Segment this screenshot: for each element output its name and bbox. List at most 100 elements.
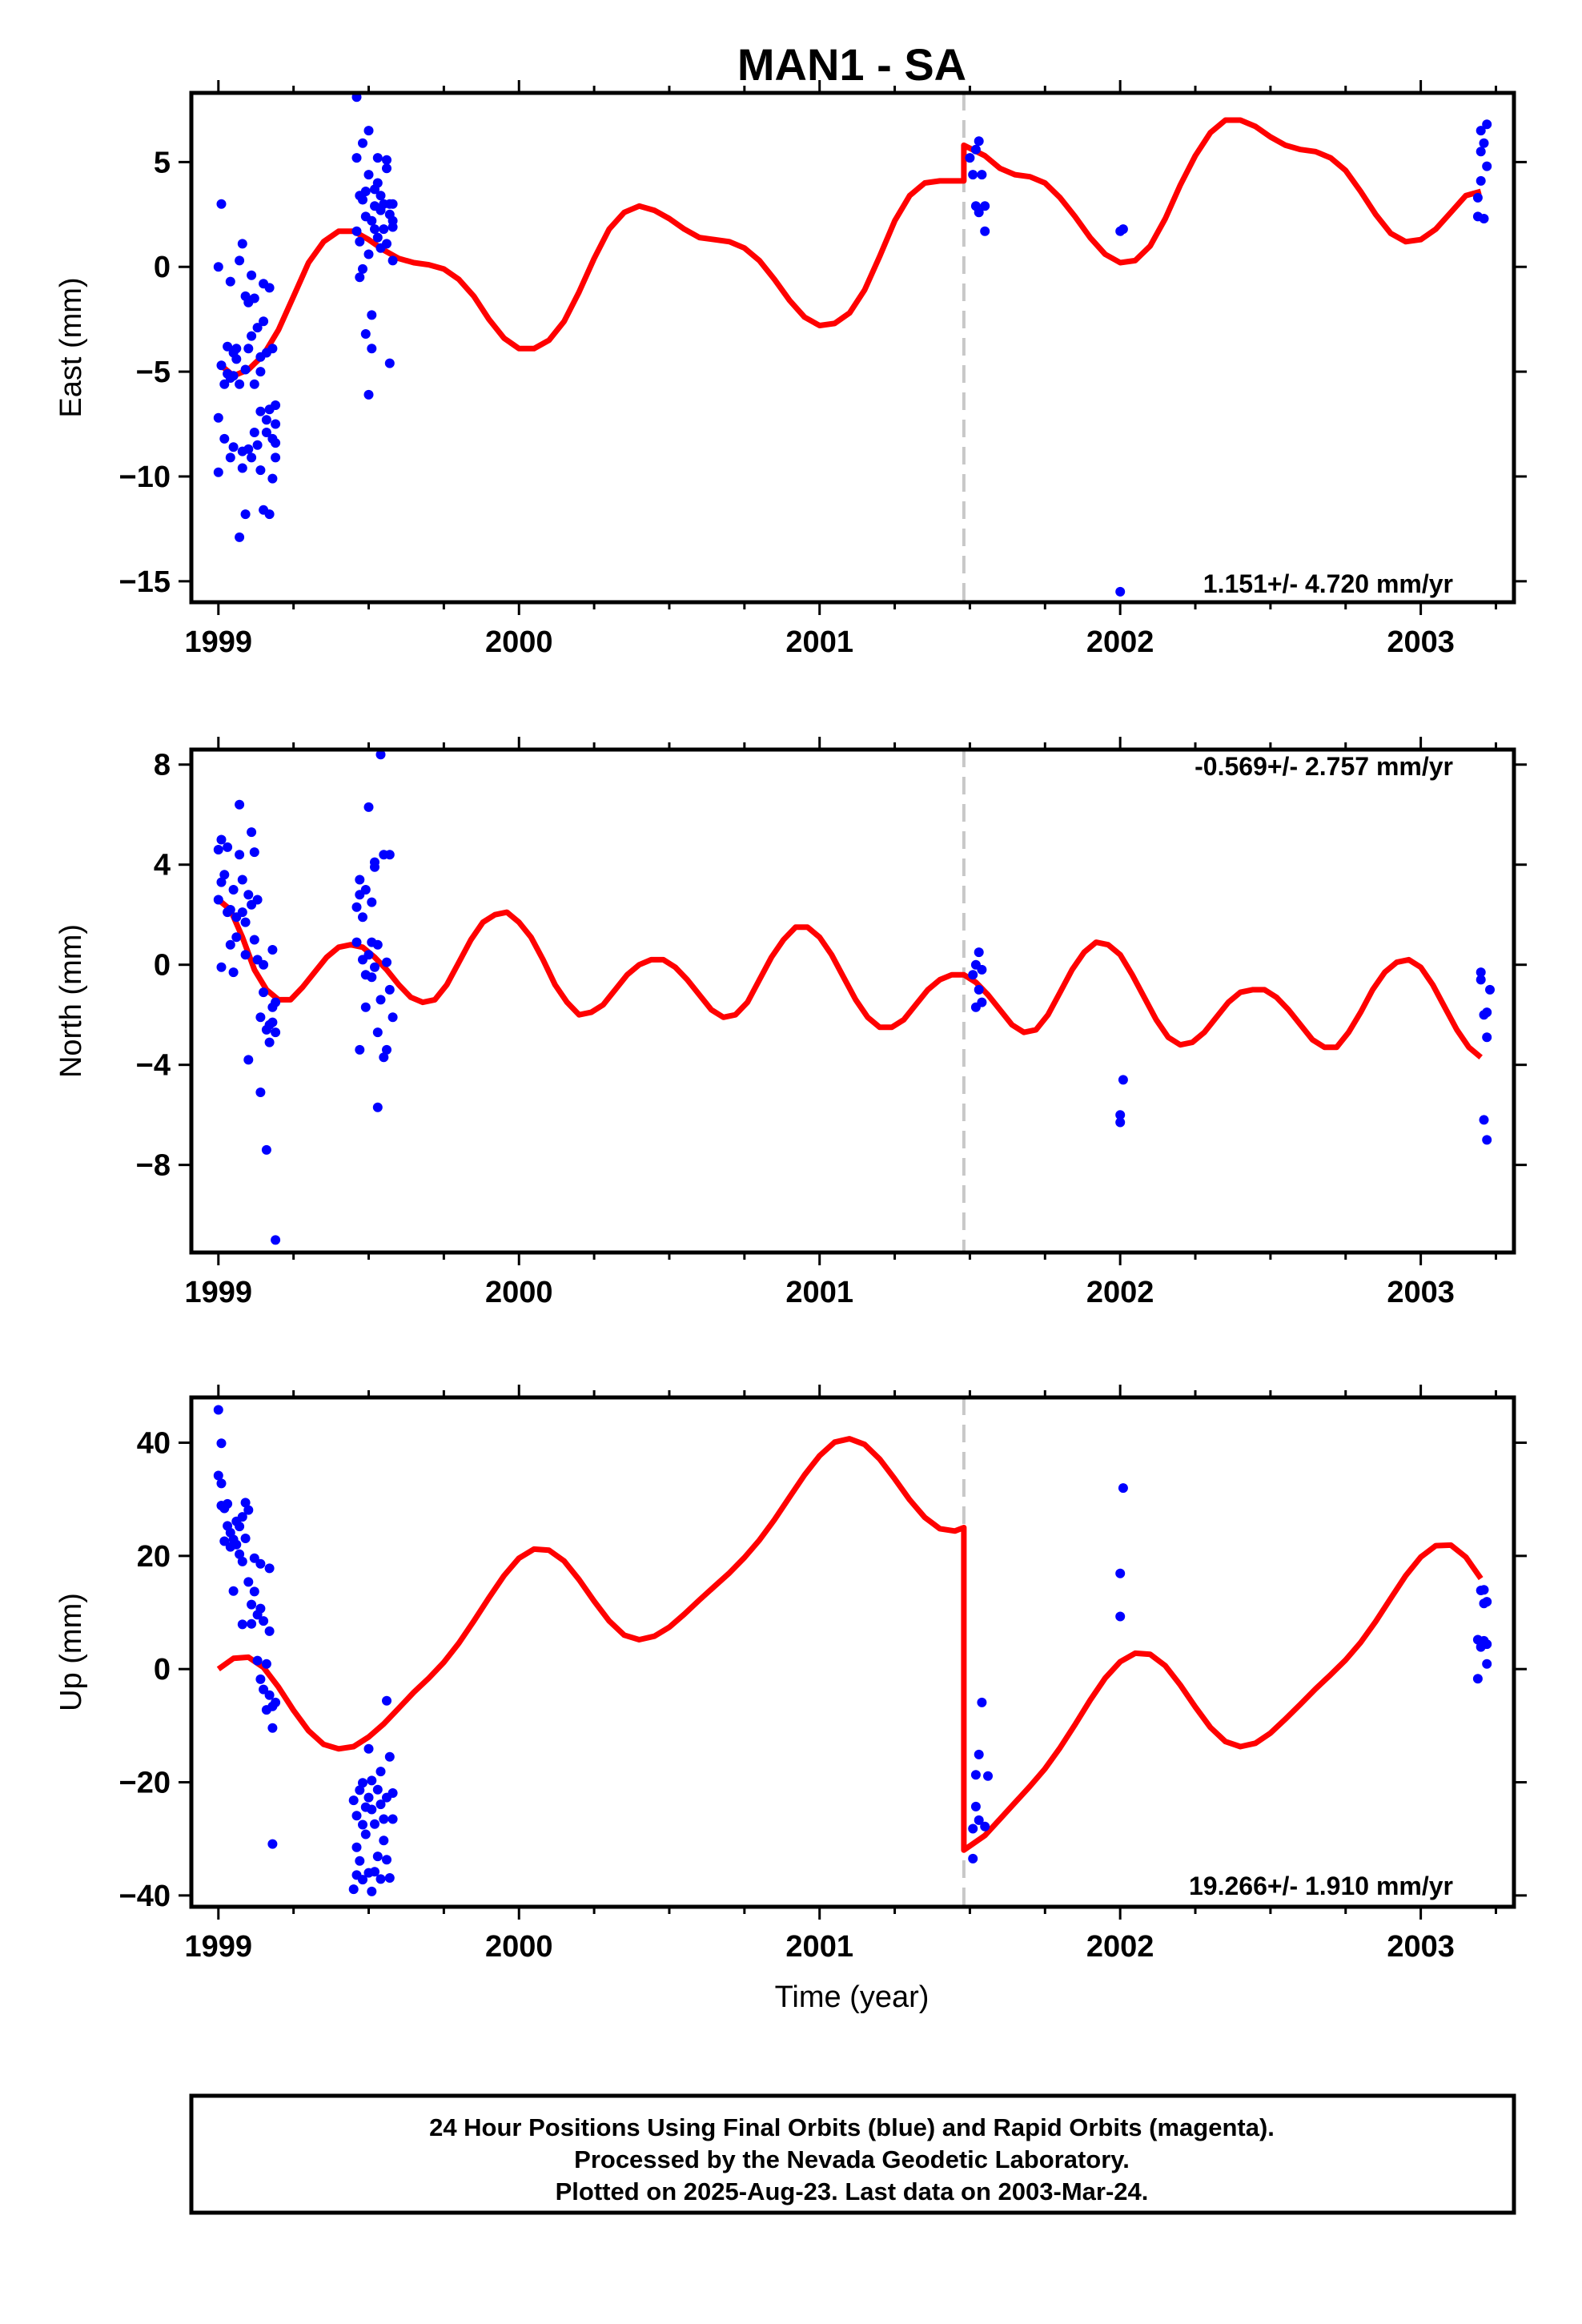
model-curve	[216, 1436, 1484, 1853]
data-point	[235, 1522, 245, 1532]
data-point	[372, 939, 383, 950]
data-point	[261, 428, 271, 437]
y-tick-label: 4	[154, 849, 171, 883]
plot-frame	[189, 90, 1516, 605]
y-tick-label: −20	[119, 1767, 171, 1800]
y-tick-label: 40	[137, 1427, 171, 1461]
data-point	[358, 263, 367, 274]
y-tick-label: −10	[119, 460, 171, 494]
data-point	[216, 199, 227, 209]
data-point	[213, 895, 223, 905]
data-point	[360, 187, 371, 196]
data-point	[267, 344, 278, 354]
data-point	[223, 341, 233, 352]
data-point	[970, 144, 981, 155]
data-point	[358, 1819, 367, 1830]
data-point	[271, 1027, 281, 1038]
data-point	[259, 959, 269, 970]
data-point	[355, 272, 365, 283]
data-point	[249, 1553, 259, 1563]
data-point	[271, 1235, 281, 1245]
caption-box	[189, 2093, 1516, 2215]
data-point	[264, 283, 275, 293]
data-point	[1479, 138, 1489, 148]
y-tick-label: 5	[154, 146, 171, 179]
data-point	[264, 509, 275, 520]
data-point	[379, 1814, 389, 1824]
data-point	[351, 153, 362, 163]
data-point	[372, 1027, 383, 1038]
data-point	[358, 1875, 367, 1885]
data-point	[255, 465, 266, 476]
data-point	[255, 367, 266, 377]
data-point	[370, 862, 379, 872]
data-point	[387, 1814, 398, 1824]
data-point	[1482, 1597, 1492, 1607]
data-point	[351, 937, 362, 947]
data-point	[240, 950, 251, 960]
data-point	[355, 236, 365, 247]
data-point	[358, 1778, 367, 1788]
data-point	[360, 885, 371, 895]
data-point	[216, 1478, 227, 1489]
data-point	[382, 1044, 391, 1055]
data-point	[1115, 586, 1126, 597]
data-point	[264, 1563, 275, 1574]
data-point	[375, 191, 386, 201]
plot-frame	[189, 1395, 1516, 1909]
y-tick-label: −15	[119, 565, 171, 599]
data-point	[382, 155, 391, 165]
data-point	[228, 885, 239, 895]
data-point	[970, 1801, 981, 1811]
data-point	[1482, 1135, 1492, 1145]
data-point	[231, 1539, 242, 1550]
data-point	[255, 1674, 266, 1684]
data-point	[249, 847, 259, 858]
model-curve	[216, 117, 1482, 379]
data-point	[983, 1771, 993, 1781]
data-point	[237, 1619, 247, 1630]
data-point	[384, 984, 395, 995]
y-axis-label: North (mm)	[54, 924, 88, 1078]
data-point	[1118, 224, 1128, 235]
data-point	[372, 1852, 383, 1862]
x-tick-label: 1999	[185, 1930, 253, 1964]
data-point	[1115, 1110, 1126, 1120]
data-point	[370, 1867, 379, 1877]
data-point	[261, 1659, 271, 1669]
figure-title: MAN1 - SA	[737, 39, 966, 90]
data-point	[384, 358, 395, 368]
data-point	[271, 997, 281, 1007]
data-point	[243, 1505, 254, 1515]
data-point	[370, 962, 379, 972]
data-point	[252, 1655, 263, 1666]
x-tick-label: 2003	[1387, 1276, 1455, 1309]
data-point	[980, 226, 990, 236]
data-point	[261, 415, 271, 425]
data-point	[213, 467, 223, 477]
data-point	[247, 1618, 257, 1629]
data-point	[363, 389, 374, 400]
data-point	[1115, 1117, 1126, 1128]
data-point	[225, 905, 235, 915]
data-point	[358, 912, 367, 923]
data-point	[367, 897, 377, 907]
data-point	[1479, 1585, 1489, 1595]
data-point	[968, 170, 978, 180]
data-point	[375, 750, 386, 760]
data-point	[375, 995, 386, 1005]
data-point	[351, 1811, 362, 1821]
y-tick-label: −5	[136, 356, 171, 389]
data-point	[1472, 1674, 1483, 1684]
x-tick-label: 2002	[1086, 625, 1154, 659]
data-point	[977, 997, 987, 1007]
data-point	[977, 964, 987, 975]
data-point	[247, 270, 257, 280]
data-point	[252, 895, 263, 905]
data-point	[370, 1819, 379, 1829]
north-panel: 1999 2000 2001 2002 2003 −8 −4 0 4 8 North (mm) -0.…	[54, 737, 1527, 1309]
y-tick-label: 0	[154, 949, 171, 983]
data-point	[271, 400, 281, 410]
y-tick-label: 0	[154, 1653, 171, 1687]
data-point	[231, 932, 242, 943]
